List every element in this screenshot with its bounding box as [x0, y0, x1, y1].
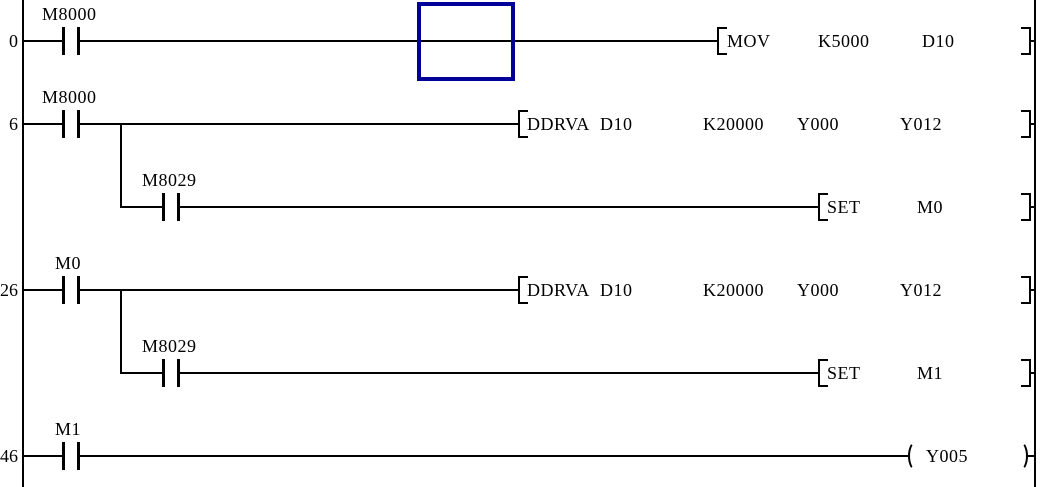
step-number: 0 — [9, 31, 18, 51]
wire — [80, 40, 717, 42]
contact-bar — [62, 442, 65, 470]
no-contact-m8000[interactable] — [62, 27, 80, 55]
contact-bar — [177, 359, 180, 387]
contact-bar — [77, 110, 80, 138]
contact-label: M1 — [55, 419, 82, 439]
instruction-operand[interactable]: K20000 — [703, 114, 764, 134]
no-contact-m8000[interactable] — [62, 110, 80, 138]
no-contact-m8029[interactable] — [162, 193, 180, 221]
coil-open-paren — [908, 441, 924, 471]
contact-label: M8029 — [142, 170, 197, 190]
wire — [1026, 455, 1036, 457]
instruction-mnemonic[interactable]: DDRVA — [527, 280, 590, 300]
contact-bar — [62, 27, 65, 55]
step-number: 26 — [0, 280, 18, 300]
wire — [24, 40, 62, 42]
coil-label[interactable]: Y005 — [926, 446, 968, 466]
wire — [120, 206, 162, 208]
wire — [1029, 289, 1036, 291]
no-contact-m8029[interactable] — [162, 359, 180, 387]
instruction-mnemonic[interactable]: SET — [827, 197, 861, 217]
instruction-open-bracket — [818, 193, 828, 221]
instruction-operand[interactable]: D10 — [600, 114, 633, 134]
contact-bar — [62, 276, 65, 304]
wire — [80, 455, 908, 457]
contact-bar — [77, 27, 80, 55]
wire — [24, 455, 62, 457]
contact-bar — [162, 193, 165, 221]
wire — [120, 372, 162, 374]
contact-bar — [162, 359, 165, 387]
wire — [1029, 206, 1036, 208]
contact-bar — [77, 276, 80, 304]
contact-label: M8000 — [42, 87, 97, 107]
edit-cursor[interactable] — [417, 2, 515, 81]
step-number: 6 — [9, 114, 18, 134]
wire — [1029, 372, 1036, 374]
instruction-open-bracket — [518, 110, 528, 138]
instruction-operand[interactable]: D10 — [922, 31, 955, 51]
contact-label: M0 — [55, 253, 82, 273]
branch-wire — [120, 289, 122, 374]
contact-bar — [177, 193, 180, 221]
wire — [1029, 40, 1036, 42]
left-power-rail — [22, 0, 24, 487]
instruction-open-bracket — [818, 359, 828, 387]
no-contact-m0[interactable] — [62, 276, 80, 304]
no-contact-m1[interactable] — [62, 442, 80, 470]
wire — [180, 372, 818, 374]
contact-bar — [77, 442, 80, 470]
wire — [24, 289, 62, 291]
instruction-operand[interactable]: Y012 — [900, 114, 942, 134]
instruction-operand[interactable]: Y000 — [797, 280, 839, 300]
instruction-operand[interactable]: K5000 — [818, 31, 870, 51]
right-power-rail — [1034, 0, 1036, 487]
instruction-operand[interactable]: M0 — [917, 197, 944, 217]
instruction-mnemonic[interactable]: MOV — [727, 31, 771, 51]
contact-bar — [62, 110, 65, 138]
instruction-operand[interactable]: M1 — [917, 363, 944, 383]
step-number: 46 — [0, 446, 18, 466]
instruction-operand[interactable]: D10 — [600, 280, 633, 300]
instruction-open-bracket — [518, 276, 528, 304]
contact-label: M8000 — [42, 4, 97, 24]
wire — [80, 289, 518, 291]
branch-wire — [120, 123, 122, 208]
contact-label: M8029 — [142, 336, 197, 356]
wire — [1029, 123, 1036, 125]
instruction-operand[interactable]: Y012 — [900, 280, 942, 300]
instruction-operand[interactable]: K20000 — [703, 280, 764, 300]
instruction-operand[interactable]: Y000 — [797, 114, 839, 134]
instruction-open-bracket — [717, 27, 727, 55]
wire — [180, 206, 818, 208]
instruction-mnemonic[interactable]: DDRVA — [527, 114, 590, 134]
wire — [80, 123, 518, 125]
wire — [24, 123, 62, 125]
instruction-mnemonic[interactable]: SET — [827, 363, 861, 383]
